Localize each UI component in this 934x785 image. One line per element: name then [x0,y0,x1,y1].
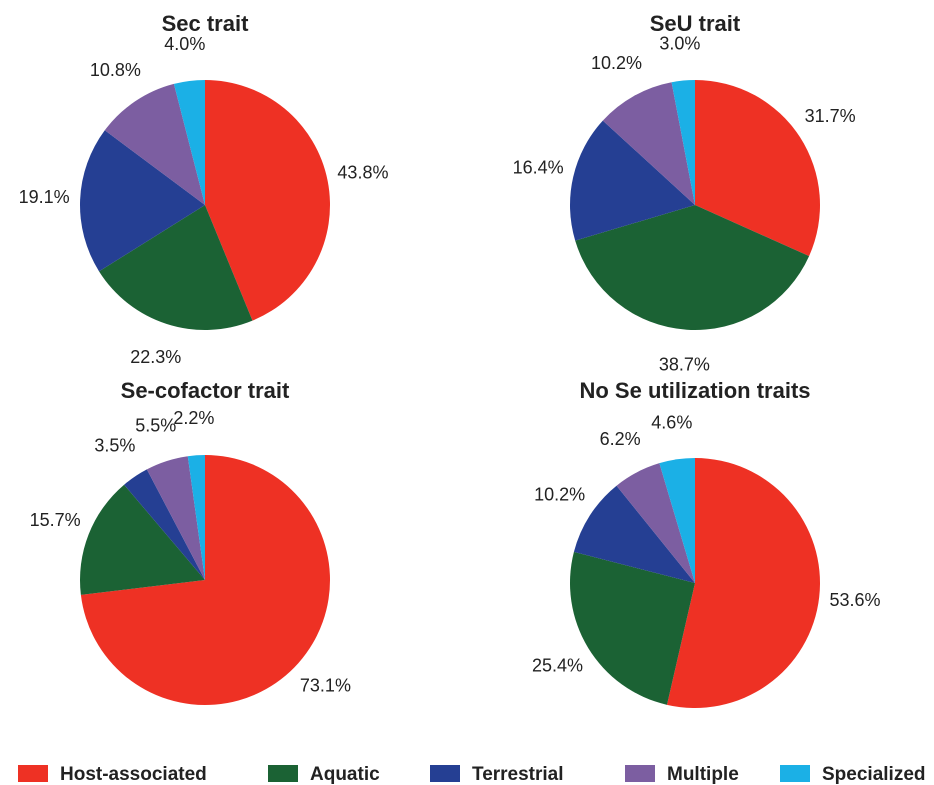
legend-swatch [625,765,655,782]
pie-slice [205,80,330,321]
slice-label: 16.4% [513,158,564,178]
pie-slice [695,80,820,257]
slice-label: 10.2% [591,53,642,73]
pie-slice [570,120,695,241]
pie-slice [104,83,205,205]
pie-slice [575,205,810,330]
pie-slice [80,130,205,272]
pie-slice [666,458,821,708]
legend-label: Terrestrial [472,764,564,785]
slice-label: 15.7% [30,510,81,530]
pie-slice [124,469,205,580]
slice-label: 5.5% [135,415,176,435]
chart-title: No Se utilization traits [579,378,810,403]
slice-label: 2.2% [173,408,214,428]
pie-slice [99,205,253,330]
slice-label: 3.0% [659,33,700,53]
legend-swatch [430,765,460,782]
chart-title: Sec trait [162,11,249,36]
slice-label: 25.4% [532,655,583,675]
legend-swatch [780,765,810,782]
slice-label: 22.3% [130,347,181,367]
slice-label: 4.0% [164,34,205,54]
pie-slice [173,80,205,205]
pie-slice [616,463,695,583]
slice-label: 10.2% [534,485,585,505]
legend-label: Multiple [667,764,739,785]
pie-slice [570,551,695,705]
slice-label: 73.1% [300,676,351,696]
legend-swatch [268,765,298,782]
pie-slice [659,458,695,583]
legend-label: Specialized [822,764,926,785]
pie-slice [573,485,695,583]
slice-label: 3.5% [94,435,135,455]
chart-title: Se-cofactor trait [121,378,290,403]
legend-label: Host-associated [60,764,207,785]
pie-slice [146,456,205,580]
slice-label: 10.8% [90,60,141,80]
legend-label: Aquatic [310,764,380,785]
slice-label: 38.7% [659,354,710,374]
pie-slice [187,455,205,580]
slice-label: 6.2% [600,429,641,449]
pie-slice [80,455,330,705]
slice-label: 43.8% [337,163,388,183]
pie-slice [671,80,695,205]
slice-label: 4.6% [651,412,692,432]
pie-slice [79,484,205,595]
slice-label: 19.1% [19,187,70,207]
legend-swatch [18,765,48,782]
chart-title: SeU trait [650,11,741,36]
slice-label: 31.7% [805,106,856,126]
slice-label: 53.6% [829,590,880,610]
pie-slice [602,82,695,205]
